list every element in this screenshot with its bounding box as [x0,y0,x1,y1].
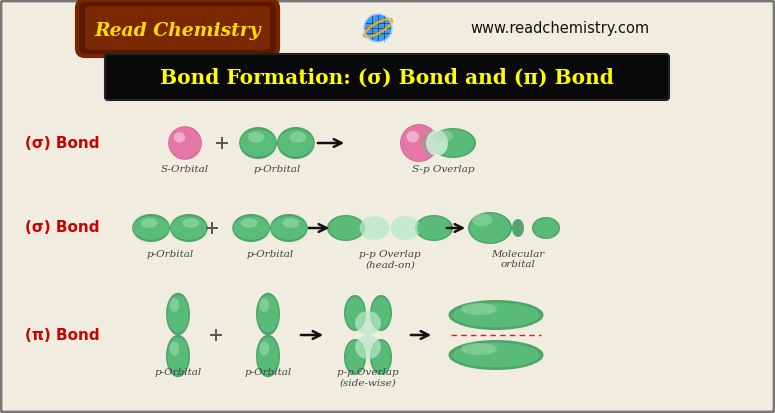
Ellipse shape [241,218,257,228]
Ellipse shape [282,218,299,228]
Ellipse shape [370,339,392,375]
Ellipse shape [355,311,381,335]
Ellipse shape [239,127,277,159]
Ellipse shape [449,340,543,370]
Ellipse shape [401,125,437,161]
Text: Bond Formation: (σ) Bond and (π) Bond: Bond Formation: (σ) Bond and (π) Bond [160,68,614,88]
Ellipse shape [423,130,443,156]
Ellipse shape [166,335,190,377]
FancyBboxPatch shape [77,0,278,56]
Ellipse shape [426,130,448,156]
Text: p-Orbital: p-Orbital [146,250,194,259]
Ellipse shape [260,342,269,356]
Ellipse shape [240,129,276,157]
Ellipse shape [461,343,497,355]
Ellipse shape [329,216,363,240]
Ellipse shape [360,216,390,240]
Ellipse shape [257,295,278,333]
Ellipse shape [168,126,202,160]
Ellipse shape [141,218,157,228]
Ellipse shape [257,337,278,375]
Ellipse shape [170,342,179,356]
Ellipse shape [406,131,419,142]
Ellipse shape [453,303,539,327]
Ellipse shape [248,132,264,143]
Ellipse shape [167,295,188,333]
Ellipse shape [167,337,188,375]
Ellipse shape [391,216,420,240]
Ellipse shape [432,130,474,157]
Ellipse shape [470,214,510,242]
Ellipse shape [512,219,524,237]
Text: (π) Bond: (π) Bond [25,328,99,342]
Ellipse shape [346,297,364,329]
Text: S-p Overlap: S-p Overlap [412,165,474,174]
Ellipse shape [169,127,201,159]
Ellipse shape [133,214,170,242]
Ellipse shape [256,335,280,377]
FancyBboxPatch shape [105,54,669,100]
Ellipse shape [453,343,539,367]
Ellipse shape [182,218,199,228]
Ellipse shape [289,132,306,143]
Ellipse shape [417,216,451,240]
Text: p-Orbital: p-Orbital [253,165,301,174]
Ellipse shape [433,130,453,142]
FancyBboxPatch shape [85,6,270,50]
Ellipse shape [371,297,391,329]
Text: p-Orbital: p-Orbital [246,250,294,259]
Ellipse shape [271,216,307,240]
Ellipse shape [468,212,512,244]
Ellipse shape [133,216,169,240]
Ellipse shape [327,215,365,241]
Ellipse shape [174,132,185,142]
Ellipse shape [170,298,179,312]
Ellipse shape [277,127,315,159]
Text: p-p Overlap
(side-wise): p-p Overlap (side-wise) [337,368,399,387]
Ellipse shape [344,339,366,375]
Ellipse shape [472,214,492,226]
Text: www.readchemistry.com: www.readchemistry.com [470,21,649,36]
Ellipse shape [256,293,280,335]
Ellipse shape [400,124,438,162]
Ellipse shape [430,128,476,158]
Ellipse shape [270,214,308,242]
Ellipse shape [370,295,392,331]
Text: p-Orbital: p-Orbital [154,368,202,377]
Text: Molecular
orbital: Molecular orbital [491,250,545,269]
Ellipse shape [355,335,381,359]
Ellipse shape [533,218,559,237]
Ellipse shape [415,215,453,241]
Ellipse shape [371,341,391,373]
Text: p-p Overlap
(head-on): p-p Overlap (head-on) [359,250,421,269]
Ellipse shape [233,216,269,240]
Text: S-Orbital: S-Orbital [161,165,209,174]
Ellipse shape [346,341,364,373]
Ellipse shape [170,214,208,242]
Text: p-Orbital: p-Orbital [244,368,291,377]
Ellipse shape [166,293,190,335]
Ellipse shape [260,298,269,312]
Text: (σ) Bond: (σ) Bond [25,135,99,150]
Ellipse shape [532,217,560,239]
Ellipse shape [171,216,207,240]
Ellipse shape [232,214,270,242]
Text: (σ) Bond: (σ) Bond [25,221,99,235]
Ellipse shape [278,129,314,157]
Ellipse shape [461,303,497,315]
Ellipse shape [364,14,392,42]
Ellipse shape [449,300,543,330]
Ellipse shape [344,295,366,331]
Text: Read Chemistry: Read Chemistry [95,22,261,40]
